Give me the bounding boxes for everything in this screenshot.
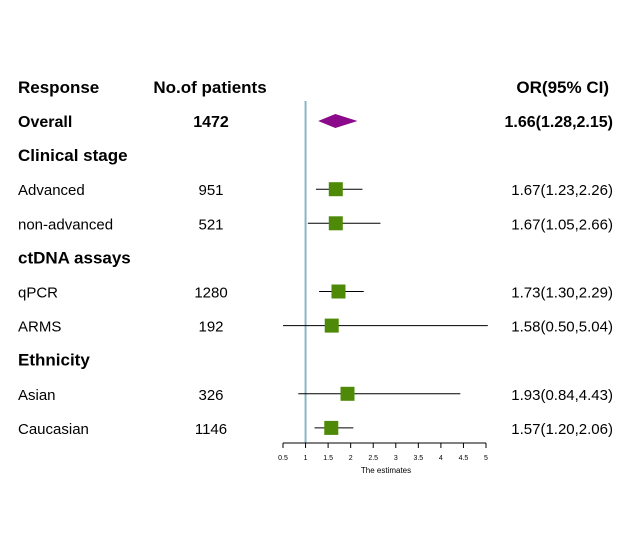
header-patients: No.of patients [153,78,266,97]
row-patients: 1472 [193,114,229,131]
x-tick-label: 3.5 [413,455,423,462]
group-label: Clinical stage [18,146,128,165]
row-label: Asian [18,387,56,404]
row-label: Overall [18,114,72,131]
group-label: Ethnicity [18,351,90,370]
row-or-ci: 1.93(0.84,4.43) [511,387,613,404]
row-patients: 951 [198,182,223,199]
or-box [328,182,343,197]
x-tick-label: 2 [349,455,353,462]
x-tick-label: 4.5 [459,455,469,462]
x-tick-label: 2.5 [368,455,378,462]
row-patients: 521 [198,216,223,233]
group-label: ctDNA assays [18,248,131,267]
row-patients: 192 [198,319,223,336]
header-response: Response [18,78,99,97]
x-tick-label: 1 [304,455,308,462]
x-tick-label: 1.5 [323,455,333,462]
x-tick-label: 5 [484,455,488,462]
x-tick-label: 0.5 [278,455,288,462]
x-axis-label: The estimates [361,466,411,475]
row-label: ARMS [18,319,61,336]
row-or-ci: 1.66(1.28,2.15) [504,114,613,131]
or-box [331,284,346,299]
row-patients: 326 [198,387,223,404]
x-tick-label: 4 [439,455,443,462]
row-patients: 1146 [195,421,227,438]
row-or-ci: 1.67(1.05,2.66) [511,216,613,233]
row-or-ci: 1.73(1.30,2.29) [511,285,613,302]
row-label: non-advanced [18,216,113,233]
row-or-ci: 1.58(0.50,5.04) [511,319,613,336]
row-label: Advanced [18,182,85,199]
row-or-ci: 1.67(1.23,2.26) [511,182,613,199]
or-box [328,216,343,231]
header-or: OR(95% CI) [516,78,609,97]
summary-diamond [318,114,358,128]
x-tick-label: 3 [394,455,398,462]
row-or-ci: 1.57(1.20,2.06) [511,421,613,438]
or-box [324,318,339,333]
row-patients: 1280 [194,285,227,302]
row-label: Caucasian [18,421,89,438]
or-box [324,420,339,435]
row-label: qPCR [18,285,58,302]
or-box [340,386,355,401]
